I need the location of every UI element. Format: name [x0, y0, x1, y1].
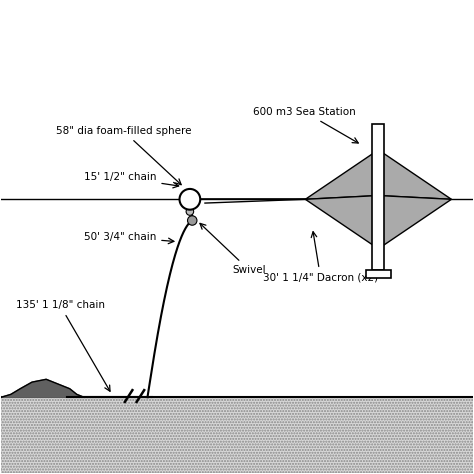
- Polygon shape: [1, 379, 84, 397]
- Text: Swivel: Swivel: [200, 223, 266, 275]
- Circle shape: [186, 208, 194, 215]
- Text: 58" dia foam-filled sphere: 58" dia foam-filled sphere: [55, 126, 191, 185]
- Text: 600 m3 Sea Station: 600 m3 Sea Station: [254, 107, 358, 143]
- Bar: [372, 124, 384, 270]
- Text: 50' 3/4" chain: 50' 3/4" chain: [84, 232, 174, 244]
- Circle shape: [188, 216, 197, 225]
- Bar: [365, 270, 391, 278]
- Text: 30' 1 1/4" Dacron (x2): 30' 1 1/4" Dacron (x2): [263, 232, 378, 282]
- Text: 15' 1/2" chain: 15' 1/2" chain: [84, 172, 179, 188]
- Bar: [1, 397, 473, 473]
- Polygon shape: [305, 196, 451, 249]
- Polygon shape: [305, 150, 451, 199]
- Bar: [1, 397, 473, 473]
- Text: 135' 1 1/8" chain: 135' 1 1/8" chain: [16, 301, 110, 391]
- Circle shape: [180, 189, 200, 210]
